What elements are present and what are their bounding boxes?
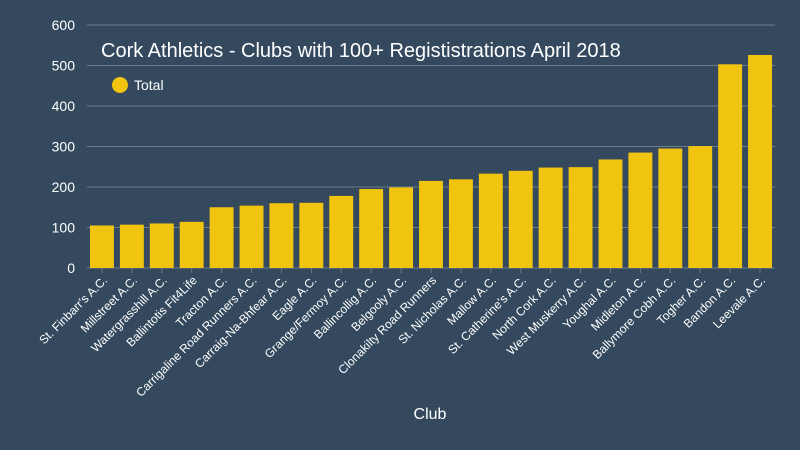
bar: [239, 205, 264, 268]
bar: [688, 146, 713, 268]
bar: [389, 187, 414, 268]
bar: [538, 167, 563, 268]
legend-swatch: [112, 77, 128, 93]
y-tick-label: 300: [52, 139, 76, 155]
bar: [329, 195, 354, 268]
bar: [89, 225, 114, 268]
legend: Total: [112, 77, 164, 93]
bar: [568, 167, 593, 268]
bar: [658, 148, 683, 268]
bar: [448, 179, 473, 268]
y-axis-ticks: 0 100 200 300 400 500 600: [52, 17, 76, 276]
y-tick-label: 0: [67, 260, 75, 276]
bar: [718, 64, 743, 268]
y-tick-label: 100: [52, 220, 76, 236]
bars: [89, 54, 773, 268]
bar: [598, 159, 623, 268]
bar: [748, 54, 773, 268]
x-axis-label: Club: [414, 406, 447, 423]
y-tick-label: 500: [52, 58, 76, 74]
bar: [209, 207, 234, 268]
bar: [419, 180, 443, 268]
bar: [628, 152, 653, 268]
bar: [359, 189, 384, 268]
bar: [299, 202, 324, 268]
bar: [119, 224, 144, 268]
x-axis-ticks: St. Finbarr's A.C.Millstreet A.C.Watergr…: [36, 268, 768, 400]
y-tick-label: 400: [52, 98, 76, 114]
bar: [179, 221, 204, 268]
bar: [149, 223, 174, 268]
y-tick-label: 600: [52, 17, 76, 33]
bar: [269, 203, 294, 268]
bar: [508, 170, 533, 268]
bar: [478, 173, 503, 268]
legend-label: Total: [134, 77, 164, 93]
y-tick-label: 200: [52, 179, 76, 195]
chart-title: Cork Athletics - Clubs with 100+ Registi…: [101, 40, 621, 62]
